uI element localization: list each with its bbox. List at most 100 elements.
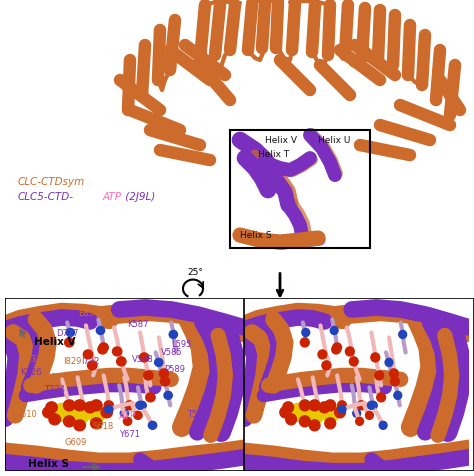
Text: G609: G609 (64, 438, 87, 447)
Circle shape (300, 416, 310, 427)
Circle shape (148, 421, 157, 429)
Circle shape (64, 338, 74, 347)
Circle shape (369, 401, 377, 409)
Text: T596: T596 (187, 410, 208, 419)
Circle shape (333, 343, 341, 352)
Circle shape (98, 345, 107, 354)
Circle shape (64, 416, 75, 427)
Text: L595: L595 (172, 340, 192, 349)
Circle shape (335, 407, 346, 418)
Text: P589: P589 (164, 366, 185, 375)
Circle shape (286, 414, 296, 425)
Circle shape (134, 411, 142, 419)
Text: Helix T: Helix T (258, 150, 289, 159)
Circle shape (379, 421, 387, 429)
Text: (2J9L): (2J9L) (122, 192, 155, 202)
Circle shape (302, 328, 310, 337)
Text: I829: I829 (63, 357, 82, 367)
Circle shape (309, 420, 320, 431)
Circle shape (120, 409, 128, 417)
Circle shape (318, 350, 327, 359)
Text: 25°: 25° (187, 268, 203, 277)
Circle shape (96, 327, 105, 335)
Circle shape (84, 402, 96, 413)
Circle shape (306, 407, 323, 424)
Text: K726: K726 (20, 368, 42, 377)
Circle shape (88, 361, 97, 370)
Circle shape (375, 371, 383, 380)
Circle shape (321, 404, 339, 422)
Circle shape (101, 407, 112, 418)
Circle shape (83, 350, 93, 359)
Text: Helix S: Helix S (240, 231, 272, 240)
Circle shape (91, 400, 102, 411)
Circle shape (123, 417, 132, 426)
Text: D727: D727 (56, 329, 78, 338)
Text: I722: I722 (81, 357, 99, 367)
Text: K587: K587 (127, 320, 149, 329)
Circle shape (301, 338, 309, 347)
Circle shape (338, 406, 346, 413)
Circle shape (144, 371, 153, 380)
Text: Helix V: Helix V (265, 136, 297, 145)
Circle shape (377, 393, 385, 402)
Circle shape (125, 401, 134, 410)
Circle shape (91, 418, 102, 429)
Circle shape (391, 377, 399, 386)
Circle shape (367, 401, 375, 409)
Circle shape (139, 353, 149, 362)
Circle shape (319, 402, 330, 413)
Circle shape (346, 347, 354, 356)
Circle shape (46, 402, 57, 413)
Circle shape (105, 406, 113, 413)
Text: ATP: ATP (118, 411, 137, 421)
Text: ATP: ATP (103, 192, 122, 202)
Text: T724: T724 (44, 386, 65, 394)
Text: CLC5-CTD-: CLC5-CTD- (18, 192, 74, 202)
Circle shape (87, 404, 106, 422)
Circle shape (53, 403, 72, 421)
Circle shape (66, 328, 74, 337)
Text: T831: T831 (41, 373, 62, 382)
Circle shape (325, 400, 336, 411)
Circle shape (309, 400, 320, 411)
Circle shape (160, 377, 170, 386)
Circle shape (390, 369, 398, 378)
Circle shape (74, 400, 85, 411)
Circle shape (117, 357, 126, 366)
Circle shape (394, 391, 402, 399)
Circle shape (155, 358, 163, 367)
Bar (230, 130, 370, 248)
Text: V588: V588 (132, 356, 154, 365)
Circle shape (138, 401, 146, 409)
Circle shape (399, 330, 407, 338)
Circle shape (371, 353, 380, 362)
Circle shape (356, 417, 364, 426)
Circle shape (322, 361, 331, 370)
Circle shape (349, 357, 358, 366)
Circle shape (70, 407, 89, 424)
Circle shape (332, 345, 340, 354)
Circle shape (365, 411, 374, 419)
Circle shape (357, 401, 366, 410)
Circle shape (385, 358, 393, 367)
Text: Helix S: Helix S (27, 459, 69, 469)
Text: Helix U: Helix U (318, 136, 350, 145)
Circle shape (104, 401, 113, 410)
Circle shape (43, 407, 54, 418)
Text: R610: R610 (15, 410, 36, 419)
Circle shape (99, 343, 108, 352)
Circle shape (146, 393, 155, 402)
Circle shape (164, 391, 173, 399)
Text: S618: S618 (93, 422, 114, 431)
Text: Y671: Y671 (119, 430, 140, 439)
Circle shape (74, 420, 85, 431)
Circle shape (325, 418, 336, 429)
Circle shape (283, 402, 293, 413)
Text: Helix V: Helix V (34, 337, 75, 347)
Circle shape (337, 401, 346, 410)
Circle shape (169, 330, 177, 338)
Text: V585: V585 (160, 348, 182, 357)
Text: CLC-CTDsym: CLC-CTDsym (18, 177, 85, 187)
Circle shape (353, 409, 361, 417)
